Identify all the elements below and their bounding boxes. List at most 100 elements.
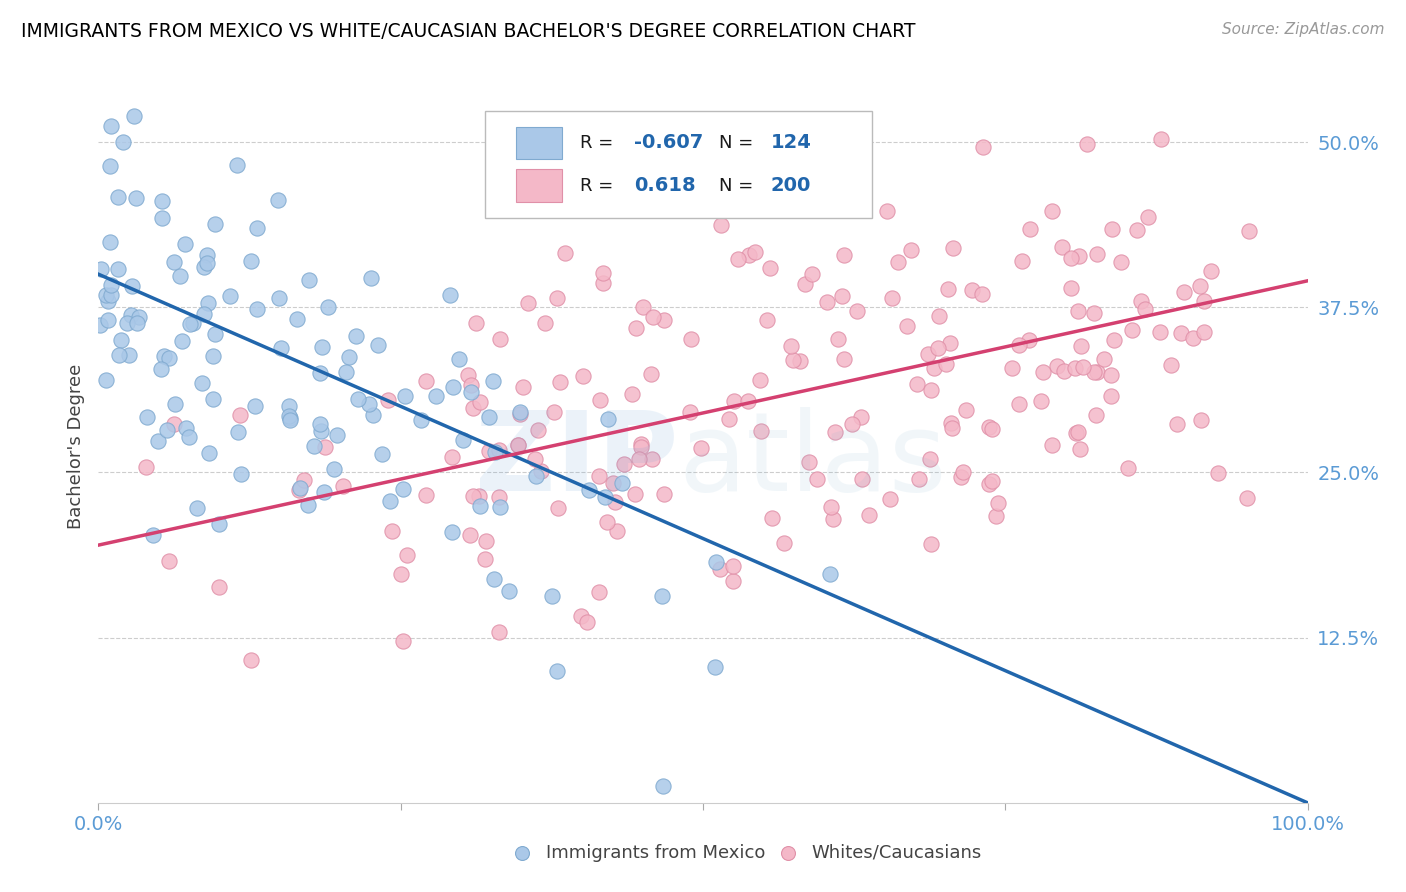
Point	[534, 316, 557, 330]
Point	[344, 329, 367, 343]
Point	[554, 245, 576, 260]
Point	[939, 416, 962, 430]
Point	[202, 392, 225, 406]
Text: IMMIGRANTS FROM MEXICO VS WHITE/CAUCASIAN BACHELOR'S DEGREE CORRELATION CHART: IMMIGRANTS FROM MEXICO VS WHITE/CAUCASIA…	[21, 22, 915, 41]
Point	[710, 218, 733, 232]
Point	[1067, 248, 1090, 262]
Point	[1201, 264, 1223, 278]
Point	[723, 559, 745, 574]
Point	[396, 549, 419, 563]
Point	[318, 300, 340, 314]
Point	[748, 373, 770, 387]
Point	[394, 389, 416, 403]
Point	[488, 443, 510, 458]
Point	[1126, 223, 1149, 237]
Point	[1085, 246, 1108, 260]
Point	[723, 393, 745, 408]
Point	[799, 455, 821, 469]
Point	[936, 281, 959, 295]
Point	[278, 412, 301, 426]
Point	[115, 316, 138, 330]
Point	[939, 336, 962, 351]
Point	[269, 292, 291, 306]
Point	[841, 417, 863, 432]
Point	[389, 566, 412, 581]
Point	[815, 295, 838, 310]
Point	[572, 369, 595, 384]
Point	[441, 380, 464, 394]
Point	[849, 410, 872, 425]
Point	[709, 562, 731, 576]
Point	[651, 590, 673, 604]
Point	[1046, 359, 1069, 374]
Point	[308, 417, 330, 431]
Point	[524, 452, 547, 467]
Point	[602, 476, 624, 491]
Point	[1040, 437, 1063, 451]
Point	[628, 452, 651, 467]
Point	[409, 412, 432, 426]
Point	[278, 399, 301, 413]
Point	[1160, 358, 1182, 372]
Point	[297, 498, 319, 512]
Point	[1069, 442, 1091, 456]
Point	[478, 410, 501, 425]
Text: Source: ZipAtlas.com: Source: ZipAtlas.com	[1222, 22, 1385, 37]
Point	[120, 308, 142, 322]
Point	[876, 203, 898, 218]
Point	[163, 255, 186, 269]
Point	[489, 500, 512, 514]
Point	[509, 405, 531, 419]
Point	[546, 665, 568, 679]
Point	[605, 494, 627, 508]
Point	[987, 496, 1010, 510]
Point	[1150, 131, 1173, 145]
Point	[721, 574, 744, 588]
Point	[125, 317, 148, 331]
Point	[1173, 285, 1195, 299]
Point	[801, 267, 824, 281]
Point	[357, 397, 380, 411]
Point	[380, 524, 402, 538]
Point	[980, 422, 1002, 436]
Point	[156, 423, 179, 437]
Point	[89, 318, 111, 333]
Point	[681, 332, 703, 346]
Point	[1137, 210, 1160, 224]
Point	[1001, 360, 1024, 375]
Point	[186, 500, 208, 515]
FancyBboxPatch shape	[516, 169, 561, 202]
Point	[425, 388, 447, 402]
Point	[1040, 203, 1063, 218]
Point	[927, 341, 949, 355]
Point	[207, 580, 229, 594]
Point	[226, 158, 249, 172]
Text: 124: 124	[770, 133, 811, 153]
Point	[360, 271, 382, 285]
Point	[1053, 363, 1076, 377]
Point	[592, 277, 614, 291]
Point	[498, 583, 520, 598]
Point	[198, 446, 221, 460]
Point	[941, 421, 963, 435]
Point	[588, 469, 610, 483]
Point	[219, 288, 242, 302]
Point	[547, 500, 569, 515]
Point	[415, 374, 437, 388]
Point	[920, 383, 942, 397]
Point	[986, 509, 1008, 524]
Point	[981, 474, 1004, 488]
Point	[977, 419, 1000, 434]
Point	[1104, 334, 1126, 348]
Point	[780, 338, 803, 352]
Point	[749, 424, 772, 438]
Point	[652, 779, 675, 793]
Point	[773, 535, 796, 549]
Point	[955, 402, 977, 417]
Point	[94, 287, 117, 301]
Point	[640, 367, 662, 381]
Point	[506, 438, 529, 452]
Point	[972, 287, 994, 301]
Point	[979, 477, 1001, 491]
Point	[1101, 222, 1123, 236]
